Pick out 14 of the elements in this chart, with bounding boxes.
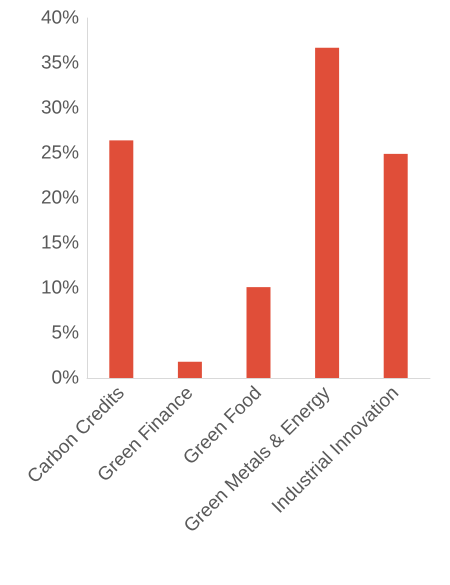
y-tick-label: 40% — [40, 8, 80, 28]
bar — [384, 154, 408, 378]
y-tick-label: 0% — [52, 368, 80, 388]
y-tick-label: 35% — [40, 52, 80, 74]
bar — [246, 287, 270, 378]
y-tick-label: 30% — [40, 98, 80, 118]
y-tick-label: 20% — [40, 188, 80, 208]
bar — [109, 140, 134, 378]
y-tick-label: 10% — [40, 278, 80, 298]
bar — [315, 48, 340, 378]
y-tick-label: 5% — [52, 322, 80, 344]
y-tick-label: 25% — [40, 142, 80, 164]
y-tick-label: 15% — [40, 232, 80, 254]
bar — [178, 362, 202, 378]
